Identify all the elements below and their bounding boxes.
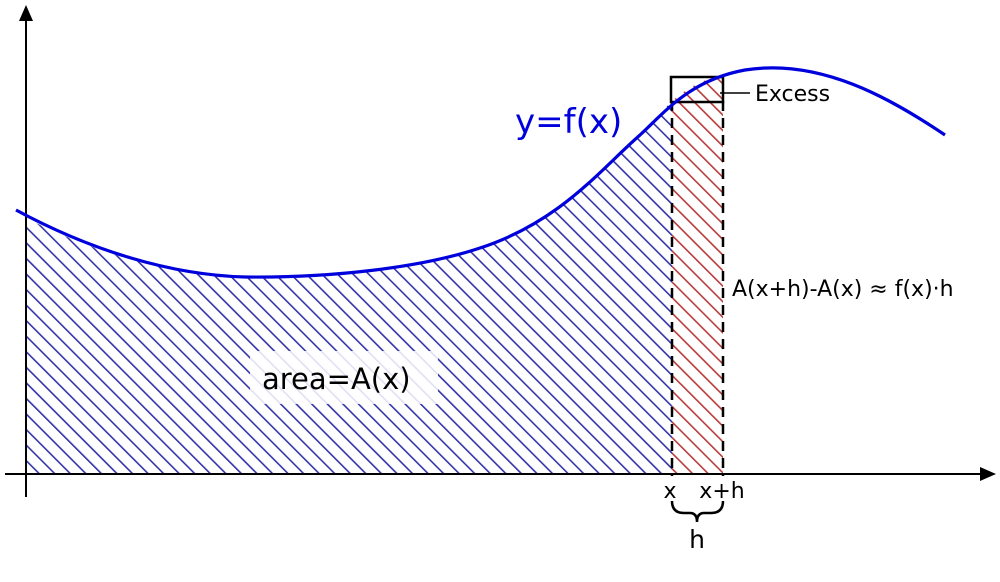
function-curve [15,66,946,279]
area-under-curve-region [26,101,672,474]
difference-approx-label: A(x+h)-A(x) ≈ f(x)·h [732,277,954,302]
y-axis-arrowhead [19,5,33,21]
tick-label-x: x [663,479,676,504]
x-axis-arrowhead [980,467,996,481]
width-label-h: h [689,525,705,554]
excess-box [669,75,725,104]
excess-label: Excess [755,82,830,107]
increment-strip-region [672,75,723,474]
curve-label: y=f(x) [515,102,622,142]
area-label: area=A(x) [262,362,411,396]
tick-label-x-plus-h: x+h [699,479,744,504]
width-brace [670,500,725,523]
area-label-background [250,351,438,404]
